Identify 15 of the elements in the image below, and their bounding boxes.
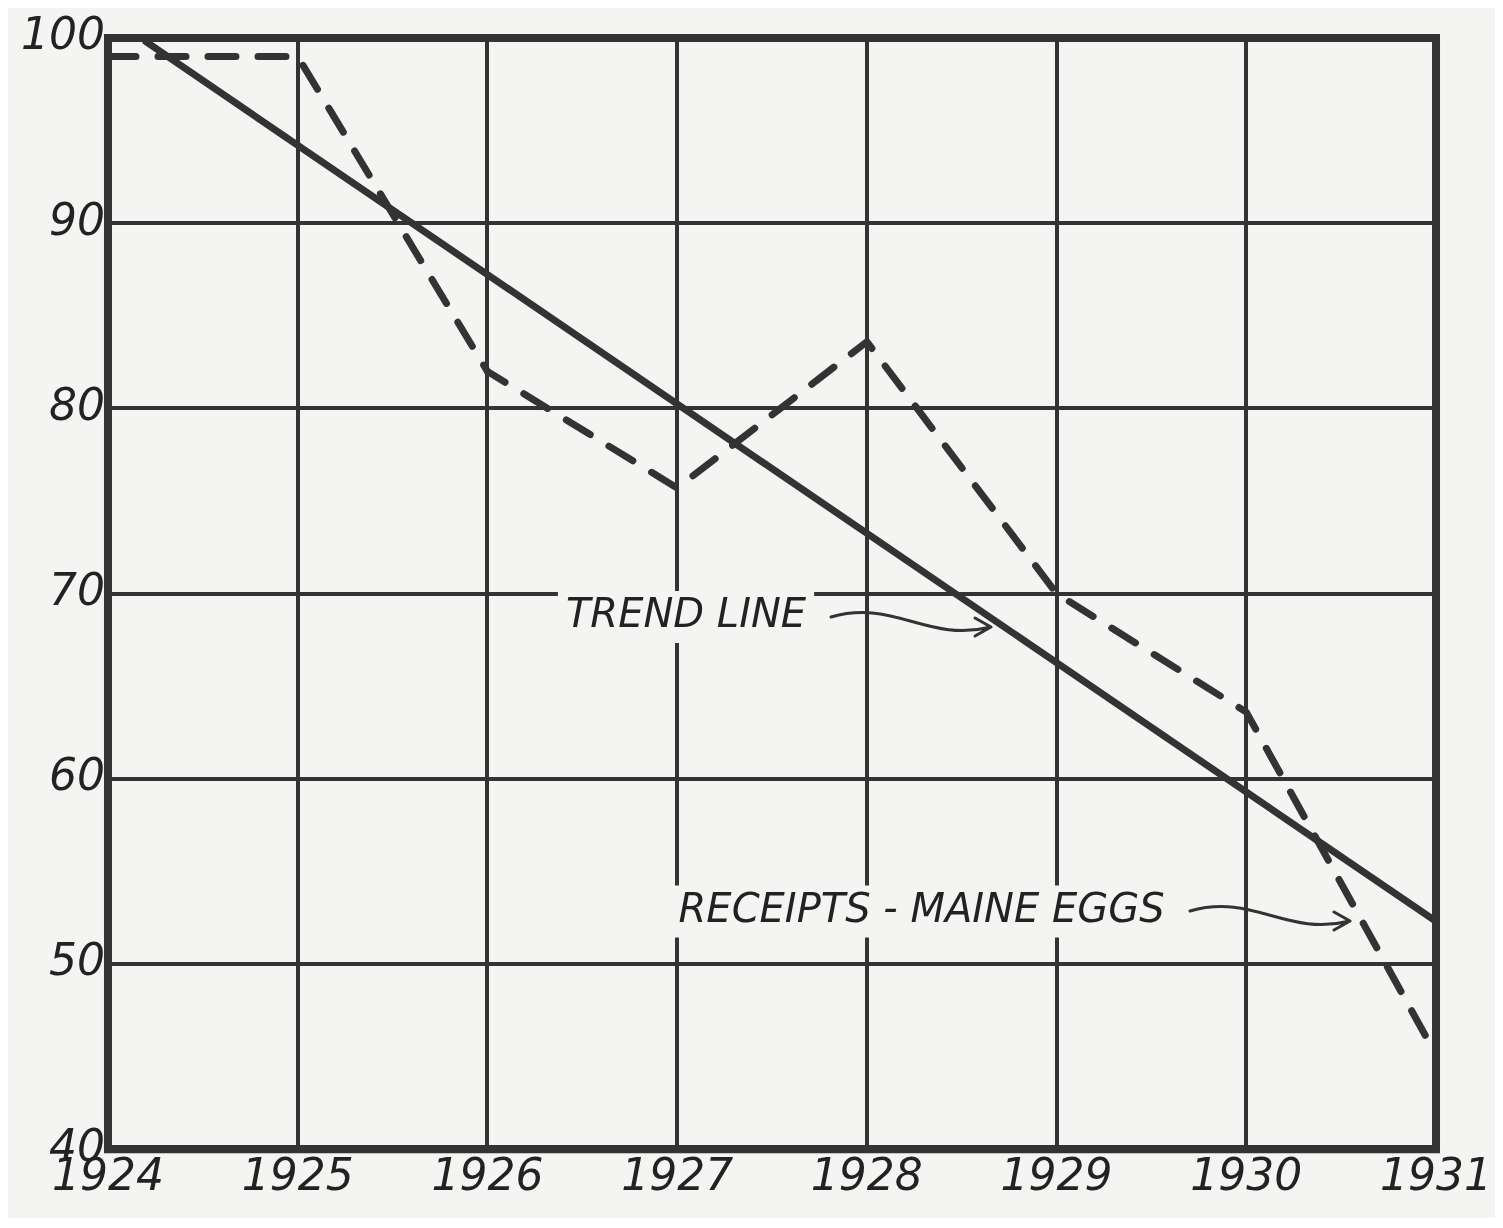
y-tick-label: 90: [48, 193, 105, 245]
y-tick-label: 100: [21, 8, 105, 60]
x-tick-label: 1925: [241, 1149, 354, 1201]
x-tick-label: 1928: [810, 1149, 923, 1201]
x-tick-label: 1926: [431, 1149, 544, 1201]
x-tick-label: 1931: [1380, 1149, 1492, 1201]
x-tick-label: 1930: [1190, 1149, 1303, 1201]
y-tick-label: 80: [48, 378, 105, 430]
annotation: RECEIPTS - MAINE EGGS: [678, 884, 1165, 931]
x-tick-label: 1927: [621, 1149, 734, 1201]
y-tick-label: 60: [48, 749, 105, 801]
annotation: TREND LINE: [565, 590, 807, 637]
x-tick-label: 1929: [1000, 1149, 1113, 1201]
y-tick-label: 70: [48, 564, 105, 616]
y-tick-label: 50: [48, 934, 105, 986]
